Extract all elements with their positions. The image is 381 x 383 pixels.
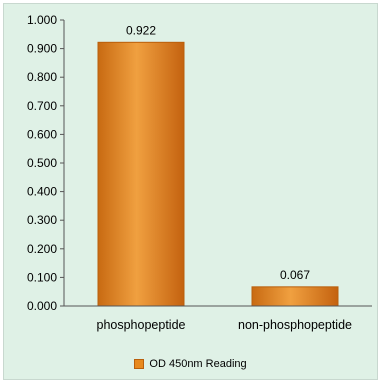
y-tick-label: 0.200 [27, 242, 57, 256]
chart-frame [3, 3, 378, 380]
y-tick-label: 0.800 [27, 70, 57, 84]
y-tick-label: 0.900 [27, 42, 57, 56]
bar-phosphopeptide [97, 41, 185, 307]
y-tick-label: 0.500 [27, 156, 57, 170]
y-tick-label: 0.100 [27, 270, 57, 284]
legend: OD 450nm Reading [0, 358, 381, 370]
y-tick-label: 0.300 [27, 213, 57, 227]
y-tick-label: 0.600 [27, 127, 57, 141]
bar-non-phosphopeptide [251, 286, 339, 307]
x-axis: phosphopeptide non-phosphopeptide [64, 305, 372, 332]
data-label: 0.922 [126, 23, 156, 37]
legend-label: OD 450nm Reading [149, 358, 247, 371]
y-tick-label: 1.000 [27, 13, 57, 27]
bars: 0.922 0.067 [97, 23, 339, 307]
y-axis: 0.000 0.100 0.200 0.300 0.400 0.500 0.600 0.700… [27, 13, 65, 313]
legend-swatch [134, 359, 145, 370]
x-category-label: non-phosphopeptide [238, 318, 352, 332]
y-tick-label: 0.700 [27, 99, 57, 113]
y-tick-label: 0.000 [27, 299, 57, 313]
data-label: 0.067 [280, 268, 310, 282]
x-category-label: phosphopeptide [97, 318, 186, 332]
y-tick-label: 0.400 [27, 185, 57, 199]
